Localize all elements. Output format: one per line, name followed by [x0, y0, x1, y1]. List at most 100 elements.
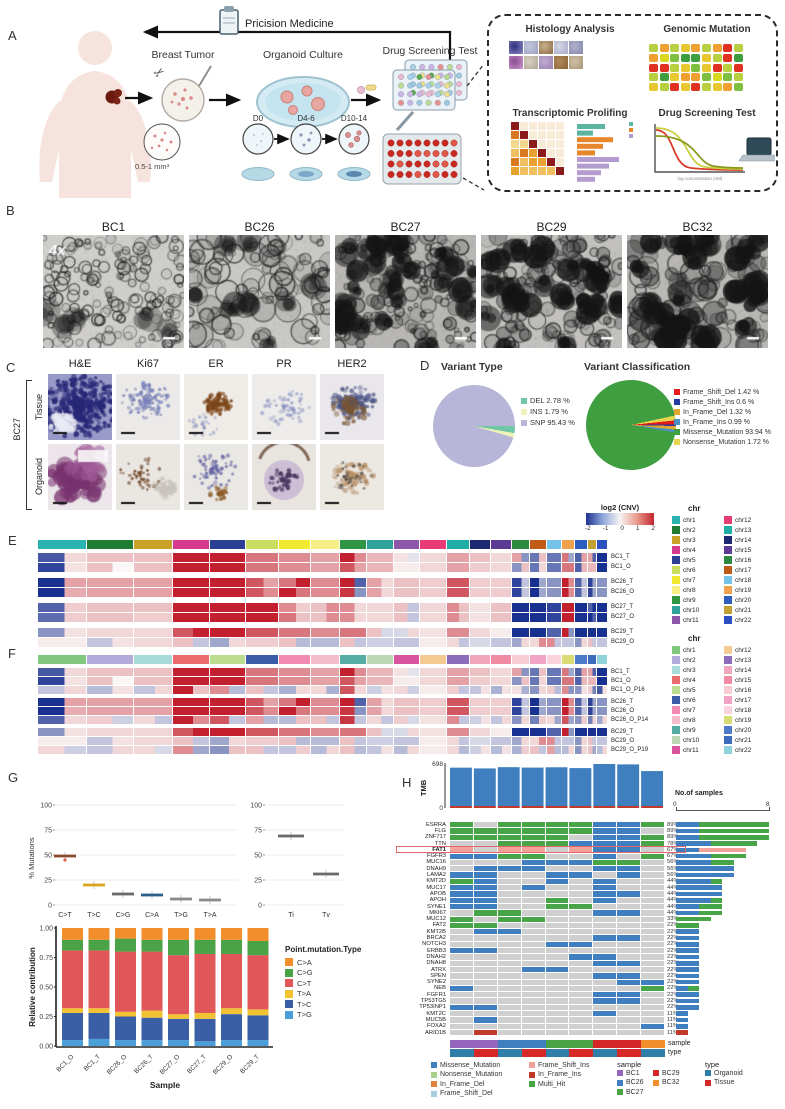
- cnv-cell: [447, 553, 470, 562]
- cnv-row-label: BC1_O_P16: [611, 686, 645, 693]
- cnv-cell: [447, 563, 470, 572]
- cnv-cell: [420, 628, 447, 637]
- chr-legend-label: chr17: [735, 566, 752, 574]
- mutation-tile: [670, 83, 680, 92]
- cnv-cell: [210, 746, 245, 754]
- oncoprint-cell: [569, 979, 593, 985]
- y-tick: 0.00: [39, 1044, 53, 1051]
- cnv-cell: [447, 746, 470, 754]
- oncoprint-cell: [473, 897, 497, 903]
- stack-segment: [62, 939, 83, 951]
- chr-legend-item: chr3: [672, 666, 696, 674]
- gene-label: APOH: [429, 897, 446, 904]
- oncoprint-cell: [497, 910, 521, 916]
- oncoprint-cell: [450, 840, 473, 847]
- gene-pct: 89%: [667, 827, 679, 834]
- cnv-cell: [597, 553, 607, 562]
- cnv-cell: [546, 677, 562, 685]
- oncoprint-cell: [450, 960, 473, 966]
- chr-band: [367, 540, 393, 549]
- cnv-cell: [393, 563, 420, 572]
- oncoprint-cell: [521, 903, 545, 910]
- oncoprint-cell: [473, 992, 497, 998]
- cnv-cell: [597, 668, 607, 676]
- chr-legend-label: chr16: [735, 556, 752, 564]
- legend-item: Missense_Mutation 93.94 %: [674, 427, 771, 437]
- y-tick: 25: [254, 878, 262, 885]
- cnv-cell: [245, 686, 279, 694]
- sample-count-bar: [676, 929, 700, 935]
- oncoprint-cell: [450, 1017, 473, 1023]
- histology-thumb: [509, 41, 523, 54]
- y-tick: 0.75: [39, 955, 53, 962]
- corr-cell: [538, 158, 546, 166]
- mutation-tile: [691, 63, 701, 72]
- oncoprint-cell: [569, 859, 593, 866]
- oncoprint-cell: [569, 985, 593, 992]
- sample-count-bar: [699, 910, 723, 916]
- cnv-cell: [339, 603, 367, 612]
- expression-bar: [577, 143, 603, 149]
- cnv-cell: [245, 563, 279, 572]
- cnv-cell: [562, 613, 574, 622]
- micrograph-bc26: [189, 235, 330, 348]
- quadrant-transcriptomic-title: Transcriptomic Prolifing: [512, 108, 628, 119]
- legend-item: BC26: [617, 1079, 644, 1086]
- x-category: T>C: [87, 912, 100, 919]
- oncoprint-cell: [497, 828, 521, 834]
- cnv-cell: [491, 603, 511, 612]
- cnv-cell: [546, 628, 562, 637]
- sample-count-bar: [676, 1017, 688, 1023]
- sample-count-bar: [710, 860, 734, 865]
- cnv-colorbar: log2 (CNV) -2 -1 0 1 2: [585, 503, 655, 532]
- chr-legend-item: chr5: [672, 686, 696, 694]
- chr-legend-swatch: [672, 726, 680, 734]
- oncoprint-cell: [593, 859, 617, 866]
- cnv-cell: [245, 628, 279, 637]
- legend-swatch: [431, 1090, 437, 1097]
- legend-item: BC29: [653, 1070, 680, 1077]
- mutation-tile: [691, 53, 701, 62]
- oncoprint-cell: [497, 948, 521, 954]
- oncoprint-cell: [497, 916, 521, 922]
- sample-tick: BC26_O: [106, 1053, 129, 1076]
- cnv-cell: [574, 578, 587, 587]
- chr-legend-swatch: [724, 686, 732, 694]
- cnv-cell: [587, 563, 597, 572]
- legend-swatch: [674, 439, 680, 445]
- oncoprint-cell: [641, 828, 664, 834]
- chr-band: [367, 655, 393, 664]
- sample-count-bar: [676, 935, 700, 941]
- oncoprint-cell: [545, 922, 569, 929]
- oncoprint-cell: [545, 891, 569, 897]
- oncoprint-cell: [473, 878, 497, 885]
- cnv-cell: [511, 728, 530, 736]
- gene-label: DNAH2: [426, 953, 446, 960]
- chr-band: [86, 655, 133, 664]
- cnv-cell: [38, 716, 86, 724]
- cnv-cell: [420, 698, 447, 706]
- oncoprint-cell: [593, 960, 617, 966]
- assay-well: [423, 160, 431, 168]
- cnv-cell: [447, 628, 470, 637]
- corr-cell: [547, 158, 555, 166]
- cnv-cell: [574, 563, 587, 572]
- oncoprint-cell: [569, 897, 593, 903]
- type-annotation-cell: [497, 1048, 522, 1057]
- stack-segment: [62, 928, 83, 940]
- mutation-tile: [680, 73, 690, 82]
- corr-cell: [520, 140, 528, 148]
- corr-cell: [556, 149, 564, 157]
- chr-legend-swatch: [724, 716, 732, 724]
- oncoprint-cell: [545, 897, 569, 903]
- sample-legend-title: sample: [617, 1059, 642, 1069]
- median-segment: [170, 897, 192, 901]
- oncoprint-cell: [521, 834, 545, 840]
- oncoprint-cell: [641, 922, 664, 929]
- chr-legend-item: chr11: [672, 616, 699, 624]
- screen-well: [425, 91, 432, 98]
- cnv-cell: [597, 707, 607, 715]
- screening-plates: [392, 59, 468, 111]
- cnv-cell: [210, 677, 245, 685]
- sample-count-bar: [676, 960, 700, 966]
